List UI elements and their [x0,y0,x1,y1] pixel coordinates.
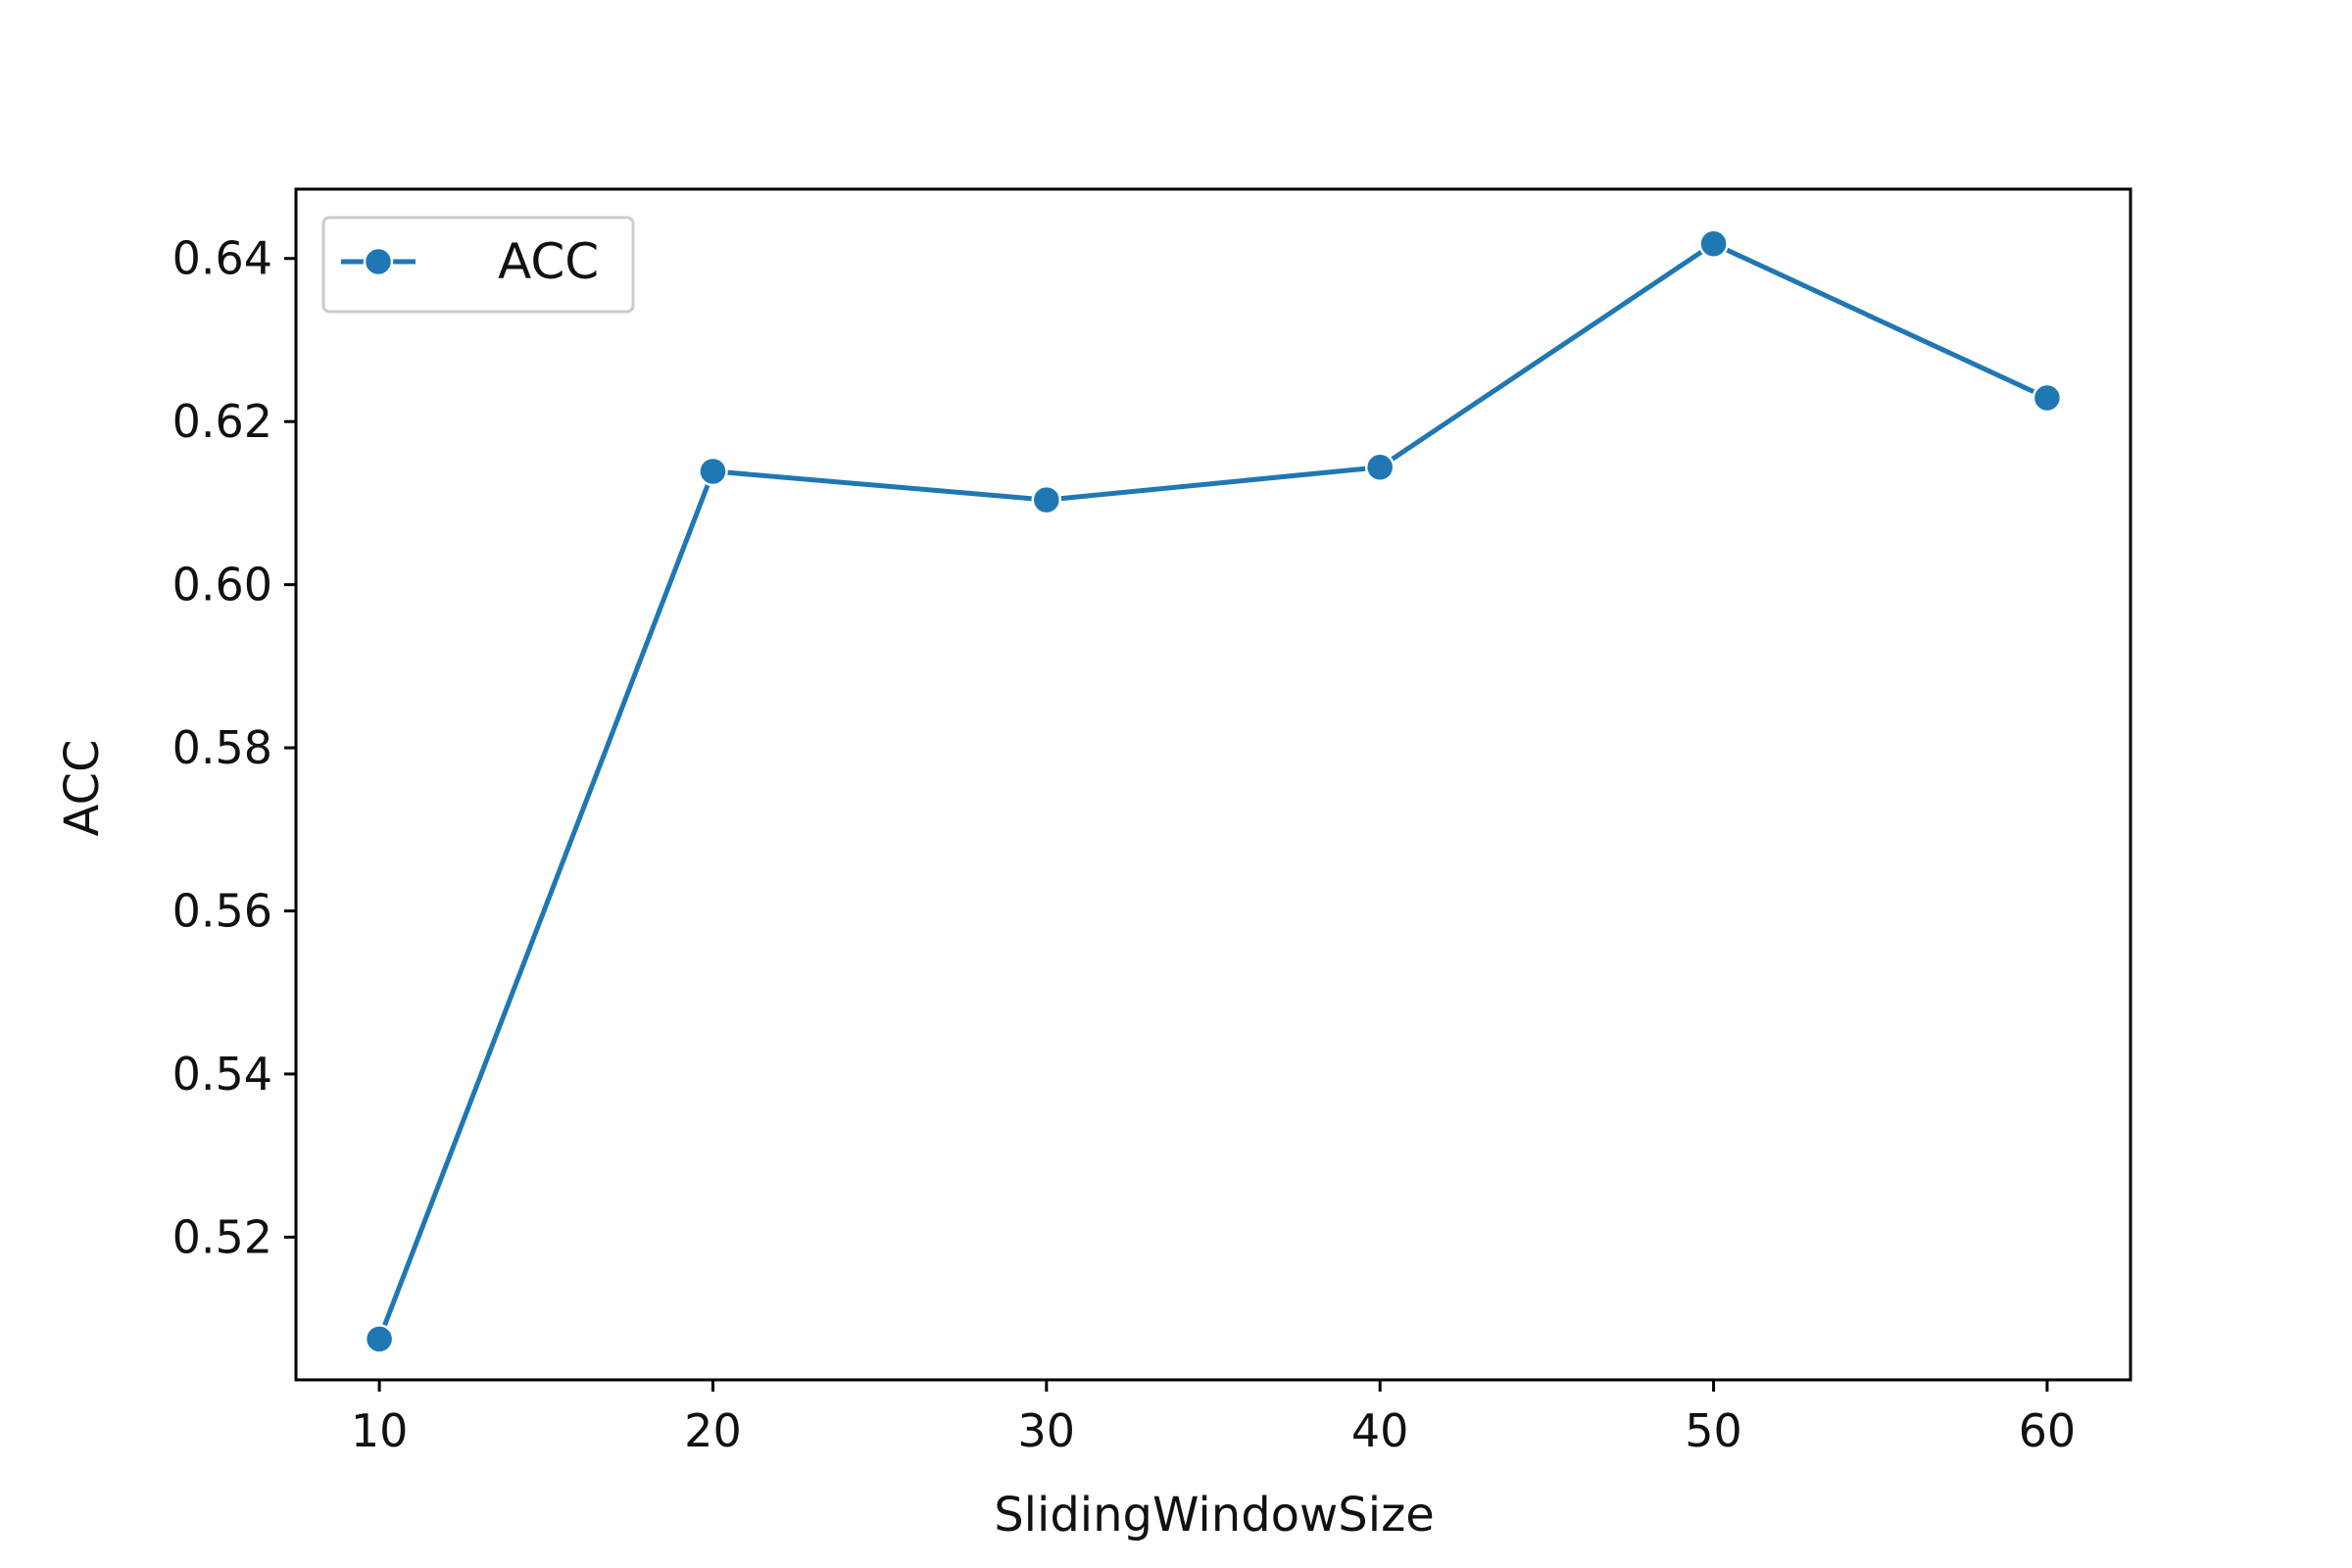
y-tick-label: 0.56 [172,884,272,937]
data-point [2032,382,2063,414]
plot-area [294,187,2132,1382]
axes-frame [294,187,2132,1382]
legend: ACC [321,216,635,314]
x-axis-title: SlidingWindowSize [994,1488,1435,1543]
data-point [1698,228,1729,260]
legend-marker-swatch [363,246,394,277]
x-tick-label: 20 [684,1404,742,1457]
axis-ticks: 10 20 30 40 50 60 0.52 0.54 0.56 0.58 0.60 0.62 0.64 [172,232,2077,1457]
x-tick-label: 10 [351,1404,409,1457]
y-tick-label: 0.58 [172,721,272,774]
x-tick-label: 30 [1018,1404,1076,1457]
data-point [1364,452,1396,483]
x-tick-label: 60 [2019,1404,2077,1457]
data-point [698,456,728,487]
series-line-0 [376,241,2048,1341]
data-point [364,1324,395,1354]
y-tick-label: 0.62 [172,395,272,448]
y-tick-label: 0.60 [172,559,272,612]
legend-box [321,216,635,314]
y-axis-title: ACC [55,739,110,836]
y-tick-label: 0.54 [172,1048,272,1101]
y-tick-label: 0.52 [172,1210,272,1263]
legend-label: ACC [498,233,599,290]
x-tick-label: 50 [1685,1404,1742,1457]
data-point [1031,484,1062,515]
y-tick-label: 0.64 [172,232,272,285]
x-tick-label: 40 [1351,1404,1409,1457]
